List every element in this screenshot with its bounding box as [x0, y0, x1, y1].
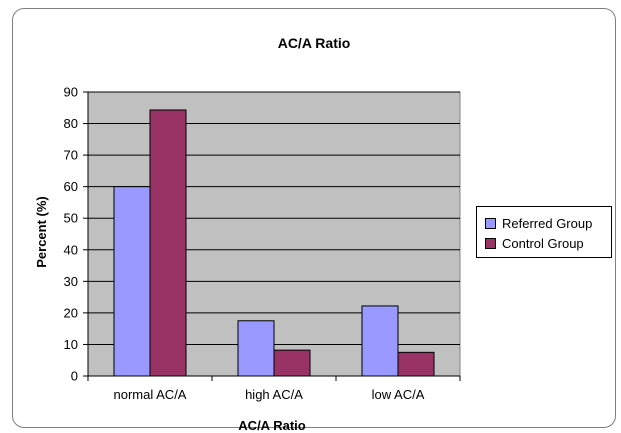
bar-referred-group — [237, 320, 275, 377]
y-axis-title: Percent (%) — [34, 196, 49, 268]
axes — [83, 91, 461, 381]
bar-control-group — [273, 349, 311, 377]
bar-control-group — [149, 109, 187, 377]
x-axis-title: AC/A Ratio — [238, 418, 305, 433]
legend-swatch-referred — [485, 217, 496, 229]
legend: Referred Group Control Group — [476, 206, 612, 258]
legend-item-control: Control Group — [485, 234, 584, 252]
legend-label-control: Control Group — [502, 235, 584, 251]
y-tick-label: 0 — [71, 369, 78, 384]
chart-title: AC/A Ratio — [278, 35, 351, 51]
y-tick-label: 30 — [64, 274, 78, 289]
bar-control-group — [397, 351, 435, 377]
y-tick-label: 50 — [64, 211, 78, 226]
x-tick-label: high AC/A — [245, 387, 303, 402]
y-tick-label: 90 — [64, 85, 78, 100]
y-tick-label: 70 — [64, 148, 78, 163]
y-tick-label: 40 — [64, 242, 78, 257]
legend-item-referred: Referred Group — [485, 214, 592, 232]
bars — [113, 109, 435, 377]
legend-label-referred: Referred Group — [502, 215, 593, 231]
y-tick-labels: 0 10 20 30 40 50 60 70 80 90 — [64, 85, 78, 384]
legend-swatch-control — [485, 237, 496, 249]
x-tick-label: normal AC/A — [114, 387, 187, 402]
bar-referred-group — [113, 186, 151, 377]
y-tick-label: 80 — [64, 116, 78, 131]
x-tick-labels: normal AC/A high AC/A low AC/A — [114, 387, 425, 402]
bar-referred-group — [361, 305, 399, 377]
y-tick-label: 10 — [64, 337, 78, 352]
y-tick-label: 20 — [64, 305, 78, 320]
y-tick-label: 60 — [64, 179, 78, 194]
x-tick-label: low AC/A — [372, 387, 425, 402]
